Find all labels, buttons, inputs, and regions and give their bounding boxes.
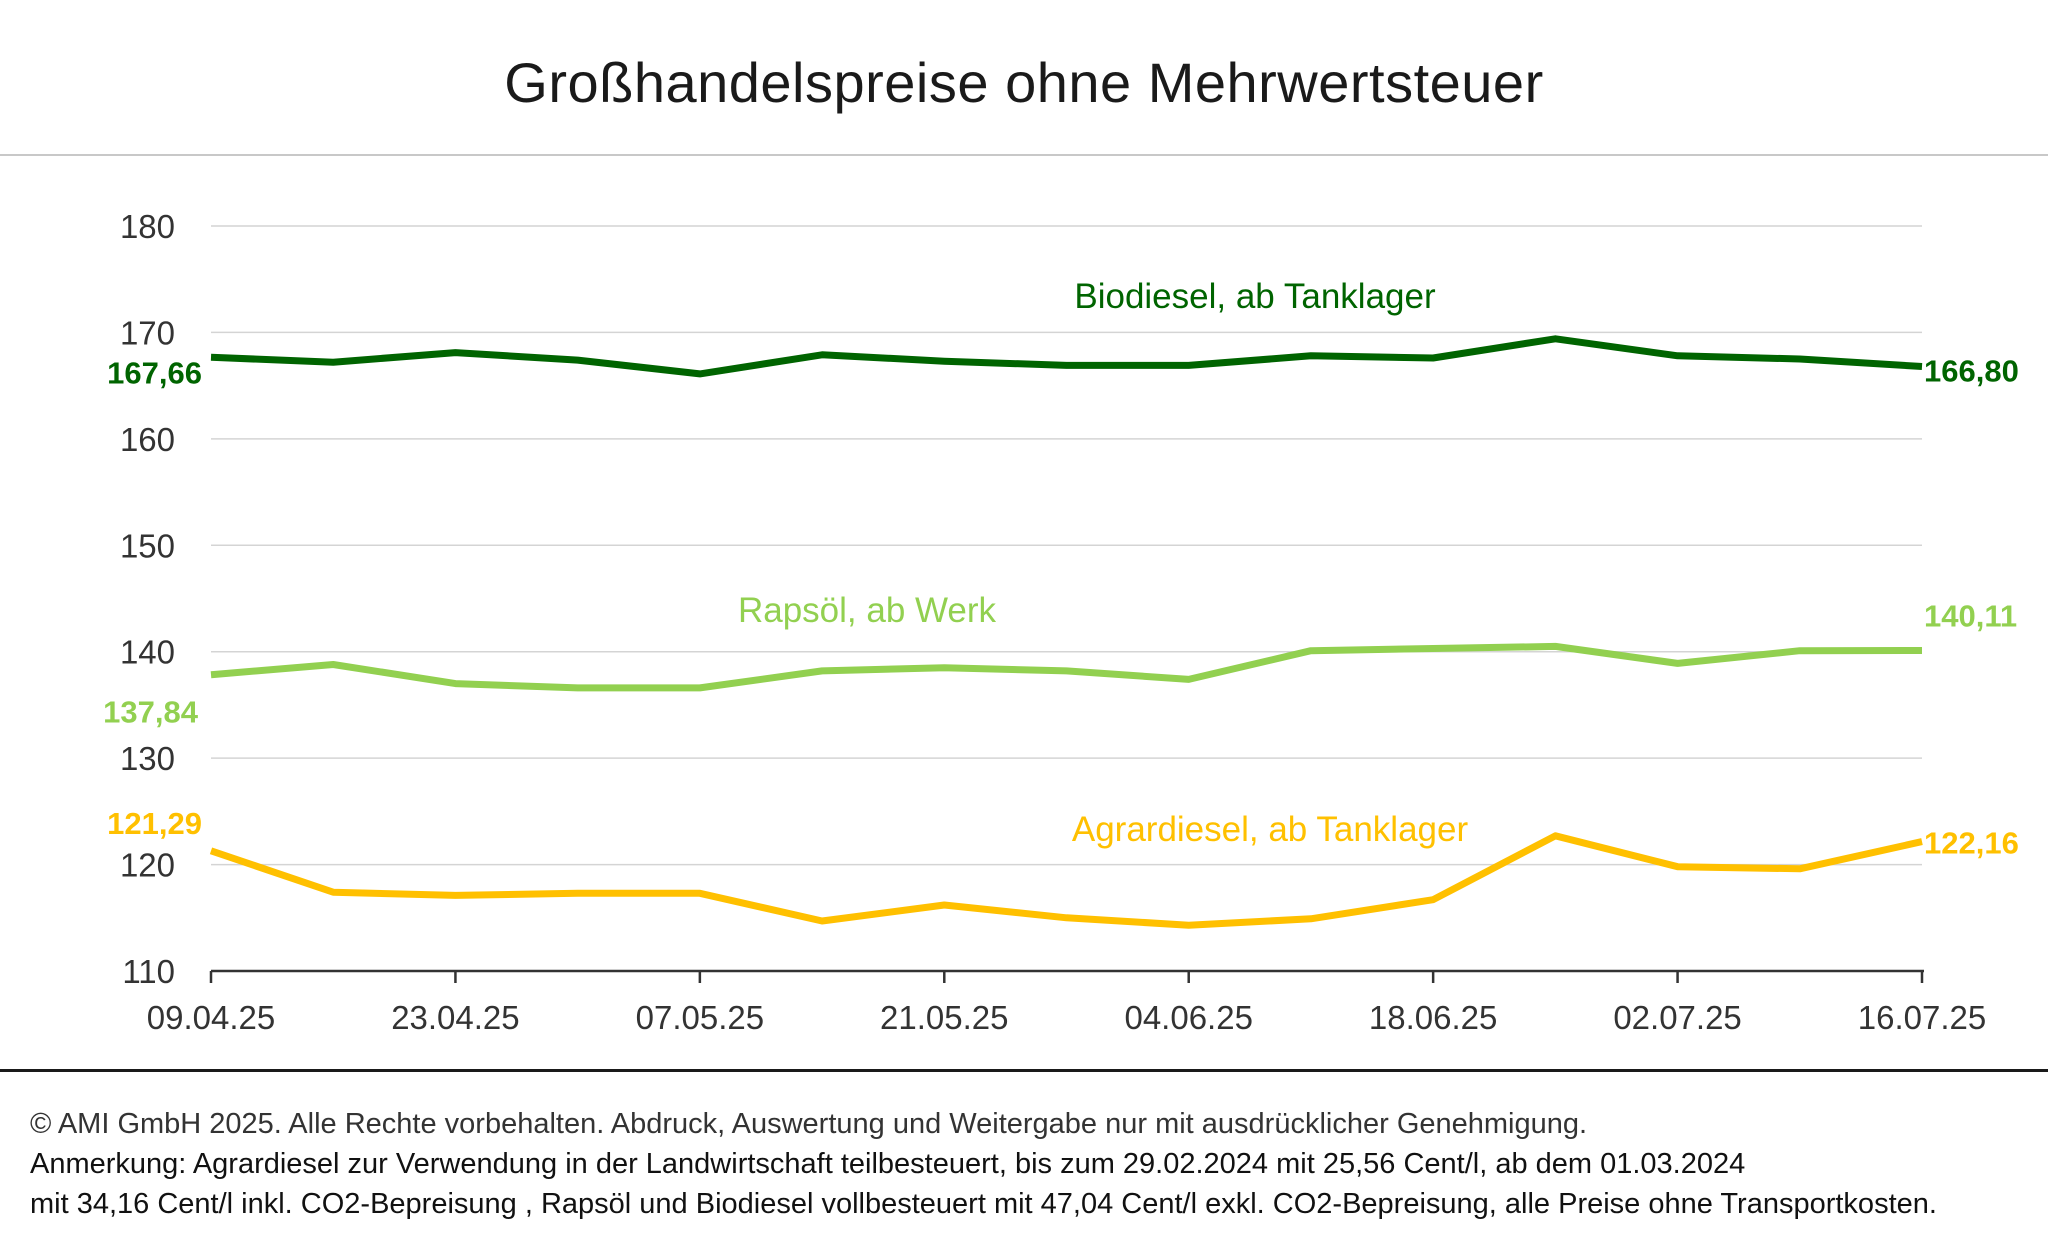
end-value-label-raps-l-ab-werk: 140,11 <box>1924 599 2017 634</box>
y-tick-label-140: 140 <box>120 634 175 671</box>
footer-divider <box>0 1069 2048 1072</box>
series-name-label-raps-l-ab-werk: Rapsöl, ab Werk <box>738 591 997 630</box>
series-line-biodiesel-ab-tanklager <box>210 335 1923 378</box>
data-labels: Biodiesel, ab Tanklager 167,66 166,80 Rapsö… <box>103 277 2019 861</box>
y-tick-label-180: 180 <box>120 208 175 245</box>
copyright-text: © AMI GmbH 2025. Alle Rechte vorbehalten… <box>30 1108 1588 1140</box>
start-value-label-raps-l-ab-werk: 137,84 <box>103 695 199 730</box>
start-value-label-agrardiesel-ab-tanklager: 121,29 <box>107 806 202 841</box>
x-tick-label-07.05.25: 07.05.25 <box>636 999 764 1036</box>
series-line-agrardiesel-ab-tanklager <box>209 832 1923 929</box>
y-tick-label-160: 160 <box>120 421 175 458</box>
grid-lines <box>211 225 1922 866</box>
x-tick-label-23.04.25: 23.04.25 <box>391 999 519 1036</box>
y-tick-label-170: 170 <box>120 314 175 351</box>
chart-title: Großhandelspreise ohne Mehrwertsteuer <box>504 51 1544 114</box>
y-axis-ticks: 110 120 130 140 150 160 170 180 <box>120 208 175 990</box>
y-tick-label-110: 110 <box>122 953 175 990</box>
x-tick-label-02.07.25: 02.07.25 <box>1613 999 1741 1036</box>
series-name-label-agrardiesel-ab-tanklager: Agrardiesel, ab Tanklager <box>1072 810 1469 849</box>
x-axis: 09.04.25 23.04.25 07.05.25 21.05.25 04.06.25… <box>147 969 1986 1036</box>
x-tick-label-18.06.25: 18.06.25 <box>1369 999 1497 1036</box>
line-chart: 110 120 130 140 150 160 170 180 09.04.25 23.04.2… <box>103 208 2019 1036</box>
y-tick-label-120: 120 <box>120 847 175 884</box>
series-line-raps-l-ab-werk <box>210 642 1923 692</box>
x-tick-label-21.05.25: 21.05.25 <box>880 999 1008 1036</box>
series-group <box>209 335 1923 929</box>
series-name-label-biodiesel-ab-tanklager: Biodiesel, ab Tanklager <box>1074 277 1436 316</box>
x-tick-label-16.07.25: 16.07.25 <box>1858 999 1986 1036</box>
end-value-label-biodiesel-ab-tanklager: 166,80 <box>1924 353 2019 388</box>
end-value-label-agrardiesel-ab-tanklager: 122,16 <box>1924 826 2019 861</box>
y-tick-label-150: 150 <box>120 527 175 564</box>
start-value-label-biodiesel-ab-tanklager: 167,66 <box>107 355 202 390</box>
note-line-1: Anmerkung: Agrardiesel zur Verwendung in… <box>30 1148 1746 1180</box>
x-tick-label-09.04.25: 09.04.25 <box>147 999 275 1036</box>
note-line-2: mit 34,16 Cent/l inkl. CO2-Bepreisung , … <box>30 1188 1937 1220</box>
x-tick-label-04.06.25: 04.06.25 <box>1124 999 1252 1036</box>
title-divider <box>0 154 2048 156</box>
y-tick-label-130: 130 <box>120 740 175 777</box>
footer: © AMI GmbH 2025. Alle Rechte vorbehalten… <box>30 1104 2020 1224</box>
